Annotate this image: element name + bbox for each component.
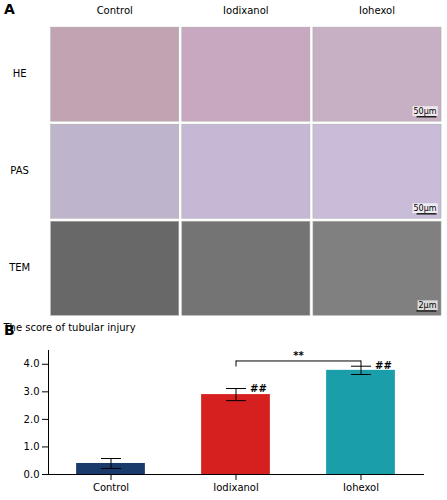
svg-text:1.0: 1.0 [24, 441, 40, 452]
svg-text:**: ** [293, 350, 304, 361]
svg-text:HE: HE [13, 68, 27, 79]
svg-text:Iodixanol: Iodixanol [223, 5, 268, 16]
svg-text:0.0: 0.0 [24, 469, 40, 480]
svg-text:The score of tubular injury: The score of tubular injury [3, 322, 136, 333]
svg-text:##: ## [375, 360, 392, 371]
svg-text:TEM: TEM [8, 262, 30, 273]
svg-text:Control: Control [93, 482, 129, 493]
svg-text:Control: Control [97, 5, 133, 16]
svg-text:2μm: 2μm [419, 301, 437, 310]
svg-text:A: A [4, 1, 15, 17]
svg-text:50μm: 50μm [413, 204, 436, 213]
svg-text:4.0: 4.0 [24, 358, 40, 369]
svg-text:Iodixanol: Iodixanol [213, 482, 258, 493]
svg-text:Iohexol: Iohexol [343, 482, 379, 493]
svg-text:##: ## [250, 383, 267, 394]
svg-text:3.0: 3.0 [24, 386, 40, 397]
svg-text:2.0: 2.0 [24, 414, 40, 425]
svg-text:Iohexol: Iohexol [359, 5, 395, 16]
svg-text:PAS: PAS [10, 165, 29, 176]
svg-text:50μm: 50μm [413, 107, 436, 116]
